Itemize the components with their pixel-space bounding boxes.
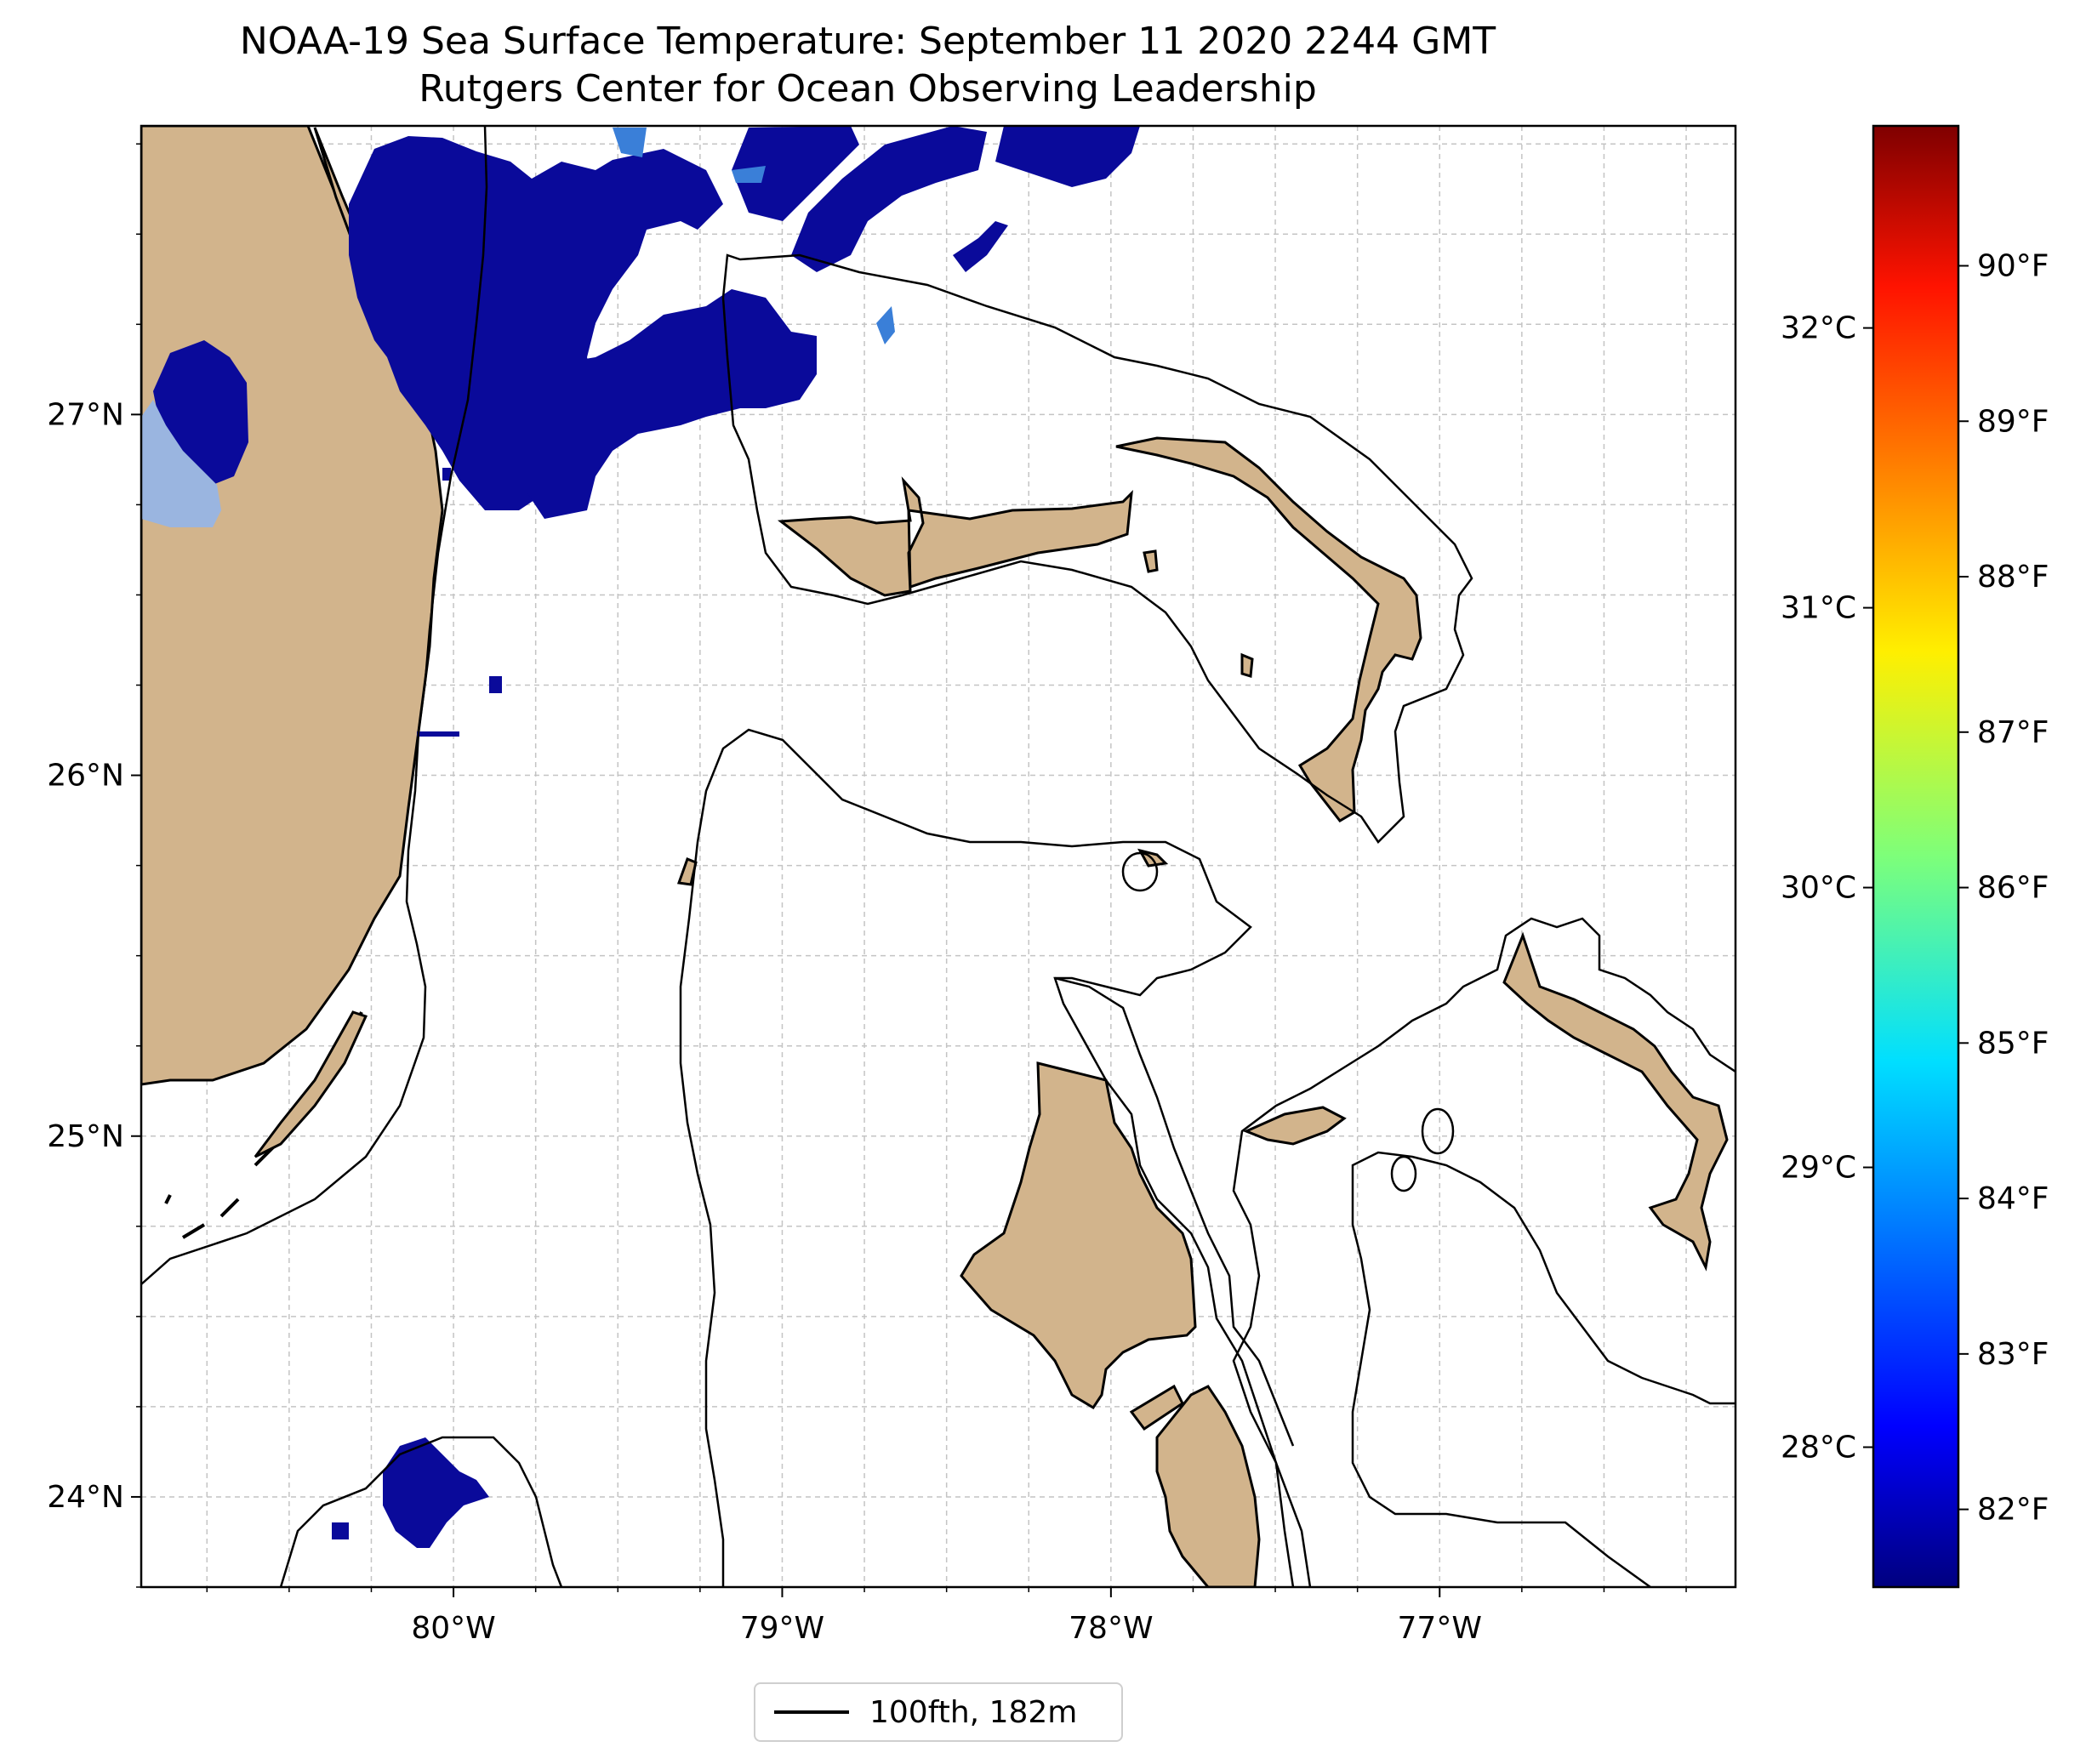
lat-tick-label: 26°N: [47, 759, 124, 794]
sst-patch-northeast: [953, 126, 1140, 272]
lat-tick-label: 27°N: [47, 397, 124, 432]
contour-florida-shelf: [141, 126, 488, 1285]
contour-tongue-of-ocean: [1232, 917, 1735, 1587]
colorbar-f-label: 87°F: [1977, 715, 2049, 750]
colorbar-c-label: 29°C: [1781, 1151, 1856, 1186]
land-abaco: [1115, 436, 1422, 822]
colorbar-f-label: 82°F: [1977, 1493, 2049, 1528]
sst-patch-east: [732, 126, 987, 272]
land-andros: [960, 1061, 1197, 1410]
sst-patch-south: [332, 1437, 489, 1548]
colorbar: 82°F 83°F 84°F 85°F 86°F 87°F 88°F 89°F 90°F 28°C…: [1781, 124, 2049, 1589]
map-frame: [140, 124, 1737, 1589]
map-title: NOAA-19 Sea Surface Temperature: Septemb…: [239, 20, 1496, 63]
colorbar-f-label: 85°F: [1977, 1026, 2049, 1061]
contour-south-florida-basin: [279, 1436, 563, 1587]
legend-line-swatch: [774, 1710, 849, 1714]
lat-tick-label: 24°N: [47, 1480, 124, 1515]
colorbar-ticks: 82°F 83°F 84°F 85°F 86°F 87°F 88°F 89°F 90°F 28°C…: [1781, 248, 2049, 1527]
colorbar-gradient: [1872, 124, 1960, 1589]
lon-tick-label: 79°W: [740, 1611, 824, 1646]
land-grand-bahama: [777, 476, 1133, 597]
contour-andros-west: [1054, 976, 1295, 1447]
colorbar-c-label: 32°C: [1781, 311, 1856, 346]
land-eleuthera: [1502, 931, 1729, 1272]
land-south-andros: [1129, 1384, 1261, 1587]
sst-patch-lightblue: [141, 400, 221, 527]
lon-tick-label: 80°W: [411, 1611, 495, 1646]
contour-exuma-sound: [1351, 1151, 1735, 1587]
lon-tick-label: 77°W: [1398, 1611, 1482, 1646]
colorbar-f-label: 84°F: [1977, 1181, 2049, 1216]
sst-data-pixels: [141, 126, 1140, 1548]
colorbar-c-label: 30°C: [1781, 871, 1856, 906]
map-panel: [140, 124, 1737, 1589]
colorbar-f-label: 90°F: [1977, 248, 2049, 283]
contour-grand-bahama-bank: [721, 253, 1473, 844]
colorbar-f-label: 89°F: [1977, 404, 2049, 439]
land-new-providence: [1243, 1106, 1347, 1146]
sst-patch-lightblue-north: [613, 128, 895, 344]
map-axis-labels: 80°W 79°W 78°W 77°W 24°N 25°N 26°N 27°N: [47, 143, 1687, 1646]
map-legend: 100fth, 182m: [754, 1682, 1123, 1742]
sst-patch-north: [349, 136, 723, 510]
bathymetry-contours: [141, 126, 1735, 1587]
legend-label: 100fth, 182m: [869, 1694, 1078, 1730]
contour-great-bahama-bank: [679, 728, 1295, 1587]
land-upper-keys: [254, 1010, 368, 1158]
colorbar-f-label: 83°F: [1977, 1337, 2049, 1372]
sst-patch-central: [527, 289, 817, 519]
lat-tick-label: 25°N: [47, 1119, 124, 1154]
colorbar-f-label: 88°F: [1977, 560, 2049, 595]
colorbar-c-label: 28°C: [1781, 1431, 1856, 1465]
colorbar-c-label: 31°C: [1781, 591, 1856, 626]
contour-islet-ovals: [1121, 851, 1455, 1192]
lon-tick-label: 78°W: [1069, 1611, 1153, 1646]
map-subtitle: Rutgers Center for Ocean Observing Leade…: [419, 67, 1317, 111]
colorbar-f-label: 86°F: [1977, 871, 2049, 906]
